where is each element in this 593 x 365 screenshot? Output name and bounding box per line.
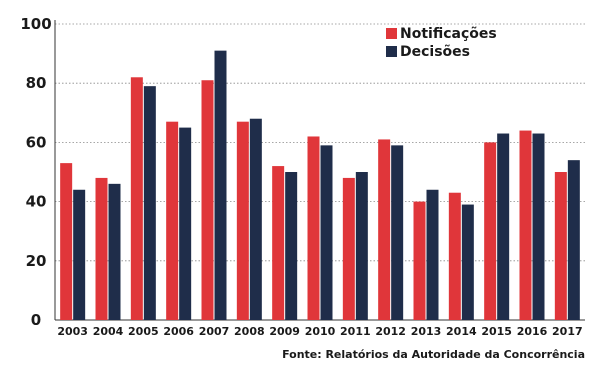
x-tick-label: 2003: [57, 325, 88, 338]
bar-decisoes-2006: [179, 127, 192, 320]
y-tick-label: 40: [26, 193, 47, 211]
y-tick-label: 60: [26, 133, 47, 151]
bar-notificacoes-2006: [166, 121, 179, 321]
legend-label: Notificações: [400, 26, 497, 42]
x-tick-label: 2015: [481, 325, 512, 338]
bar-decisoes-2013: [426, 189, 439, 320]
source-note: Fonte: Relatórios da Autoridade da Conco…: [282, 348, 585, 361]
bar-notificacoes-2008: [236, 121, 249, 321]
x-tick-label: 2017: [552, 325, 583, 338]
x-tick-label: 2008: [234, 325, 265, 338]
y-axis: 0 20 40 60 80 100: [20, 15, 51, 329]
bar-notificacoes-2007: [201, 80, 214, 321]
x-tick-label: 2014: [446, 325, 477, 338]
bar-decisoes-2014: [461, 204, 474, 320]
bar-notificacoes-2010: [307, 136, 320, 320]
bar-decisoes-2016: [532, 133, 545, 320]
legend-label: Decisões: [400, 44, 470, 60]
bar-notificacoes-2004: [95, 177, 108, 320]
bar-decisoes-2008: [249, 118, 262, 320]
bar-notificacoes-2013: [413, 201, 426, 320]
x-tick-label: 2016: [517, 325, 548, 338]
bar-decisoes-2010: [320, 145, 333, 320]
y-tick-label: 100: [20, 15, 51, 33]
legend-swatch: [386, 28, 397, 39]
bars: [60, 50, 580, 321]
y-tick-label: 80: [26, 74, 47, 92]
bar-notificacoes-2009: [272, 166, 285, 320]
bar-notificacoes-2014: [448, 192, 461, 320]
x-tick-label: 2012: [375, 325, 406, 338]
y-tick-label: 0: [31, 311, 41, 329]
legend: Notificações Decisões: [386, 26, 497, 60]
bar-notificacoes-2016: [519, 130, 532, 320]
x-tick-label: 2011: [340, 325, 371, 338]
bar-notificacoes-2017: [554, 172, 567, 320]
bar-decisoes-2017: [567, 160, 580, 320]
bar-decisoes-2003: [73, 189, 86, 320]
bar-notificacoes-2003: [60, 163, 73, 320]
bar-decisoes-2004: [108, 183, 121, 320]
x-tick-label: 2010: [305, 325, 336, 338]
bar-notificacoes-2005: [130, 77, 143, 320]
bar-notificacoes-2015: [484, 142, 497, 320]
bar-notificacoes-2011: [342, 177, 355, 320]
x-tick-label: 2013: [411, 325, 442, 338]
x-axis: 2003 2004 2005 2006 2007 2008 2009 2010 2011 2012…: [57, 325, 582, 338]
gridlines: [55, 23, 585, 262]
x-tick-label: 2005: [128, 325, 159, 338]
x-tick-label: 2007: [199, 325, 230, 338]
bar-decisoes-2015: [497, 133, 510, 320]
bar-notificacoes-2012: [378, 139, 391, 320]
bar-decisoes-2012: [391, 145, 404, 320]
bar-decisoes-2007: [214, 50, 227, 320]
y-tick-label: 20: [26, 252, 47, 270]
bar-decisoes-2011: [355, 172, 368, 320]
x-tick-label: 2006: [163, 325, 194, 338]
legend-swatch: [386, 46, 397, 57]
x-tick-label: 2009: [269, 325, 300, 338]
bar-decisoes-2009: [285, 172, 298, 320]
x-tick-label: 2004: [93, 325, 124, 338]
bar-decisoes-2005: [143, 86, 156, 320]
